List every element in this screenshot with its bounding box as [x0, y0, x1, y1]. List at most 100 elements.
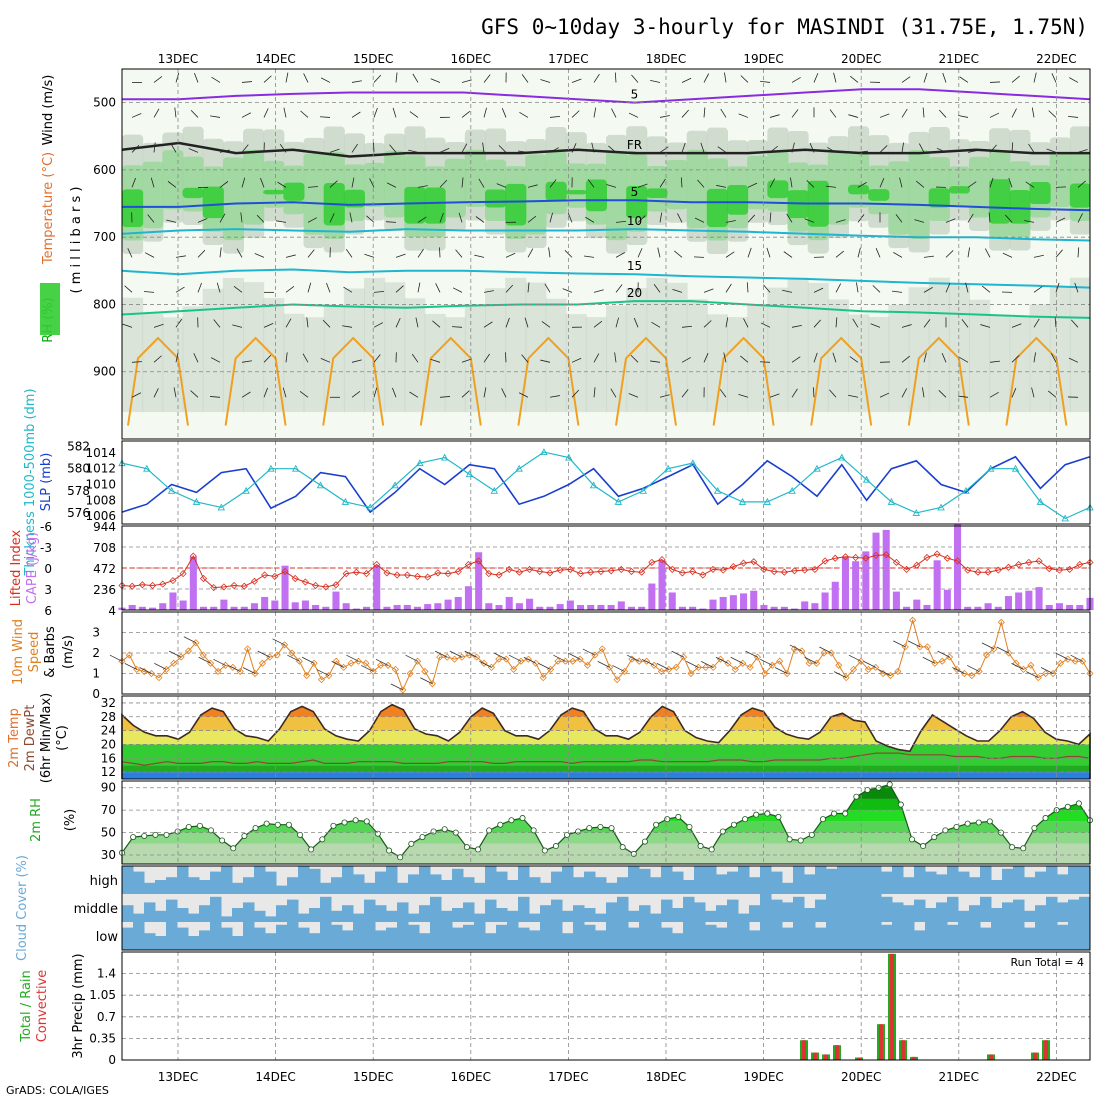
cloud-cell-middle — [782, 902, 794, 922]
wind-speed-point — [332, 657, 340, 665]
cloud-cell-low — [1035, 922, 1047, 950]
wind-barb-10m — [863, 660, 876, 668]
wind-barb-10m — [538, 663, 551, 670]
rh-band — [122, 798, 1090, 811]
cloud-cell-high — [430, 874, 442, 894]
rh-point — [853, 793, 860, 800]
wind-barb — [415, 317, 419, 328]
wind-barb — [872, 285, 881, 293]
wind-barb — [549, 395, 560, 398]
wind-barb — [747, 247, 752, 258]
cape-bar — [954, 524, 962, 610]
lifted-index-point — [933, 550, 941, 558]
precip-legend-convective: Convective — [35, 970, 50, 1043]
cape-bar — [301, 600, 309, 610]
temperature-contour-label: FR — [627, 138, 642, 152]
millibars-axis-title: ( m i l l i b a r s ) — [69, 187, 84, 294]
cloud-cell-high — [441, 880, 453, 894]
slp-tick-label: 1008 — [85, 493, 116, 507]
cloud-cell-low — [672, 933, 684, 950]
wind-barb — [630, 354, 639, 363]
cloud-cell-high — [540, 882, 552, 894]
wind-barb — [681, 109, 689, 118]
wind-barb — [826, 185, 837, 188]
cloud-cell-low — [969, 922, 981, 950]
wind-barb — [659, 394, 670, 398]
cloud-cell-low — [584, 924, 596, 950]
temperature-contour — [122, 88, 1090, 104]
cloud-cell-high — [298, 866, 310, 894]
wind-barb — [989, 81, 1001, 83]
rh-shading-cell — [404, 186, 426, 224]
lifted-index-point — [801, 566, 809, 574]
wind-barb — [659, 212, 663, 223]
cloud-cell-middle — [1002, 902, 1014, 922]
cloud-cover-panel: high middle low Cloud Cover (%) — [15, 855, 1091, 961]
wind-barb — [1055, 186, 1067, 188]
cloud-cell-low — [166, 922, 178, 950]
cloud-cell-low — [232, 936, 244, 950]
cloud-cell-low — [870, 922, 882, 950]
rh-point — [897, 801, 904, 808]
cape-bar — [332, 591, 340, 610]
cape-bar — [454, 596, 462, 610]
temp-axis-label-4: (°C) — [55, 725, 70, 751]
wind-barb — [474, 254, 485, 258]
cloud-cell-low — [793, 922, 805, 950]
wind-barb — [571, 389, 580, 398]
lifted-index-point — [923, 553, 931, 562]
cloud-cell-high — [1002, 868, 1014, 894]
thickness-point — [217, 503, 226, 511]
wind-barb-10m — [745, 650, 758, 658]
wind-barb — [1046, 148, 1057, 153]
wind-barb — [703, 320, 712, 328]
wind-barb — [945, 250, 954, 258]
lifted-index-point — [454, 567, 462, 576]
cloud-cell-middle — [639, 905, 651, 922]
rh-shading-cell — [585, 317, 607, 413]
rh-shading-cell — [908, 149, 930, 239]
wind-barb — [875, 248, 881, 258]
date-label-bottom: 14DEC — [255, 1070, 295, 1084]
wind-barb — [210, 115, 221, 118]
rh-point — [230, 845, 237, 852]
rh-shading-cell — [404, 298, 426, 413]
wind-barb-10m — [1026, 671, 1039, 678]
wind-barb — [210, 396, 221, 398]
wind-barb — [725, 283, 732, 293]
cape-bar — [199, 606, 208, 610]
wind-barb — [1054, 317, 1057, 328]
wind-barb — [385, 221, 397, 223]
thickness-axis-label: Thickness 1000-500mb (dm) — [23, 388, 38, 576]
cloud-cell-high — [991, 880, 1003, 894]
cape-frame — [121, 525, 1091, 611]
wind-barb — [571, 110, 580, 118]
rh-shading-cell — [686, 149, 708, 229]
wind-barb-10m — [553, 654, 566, 662]
cloud-cell-middle — [1057, 902, 1069, 922]
cloud-cell-low — [298, 927, 310, 950]
rh-shading-cell — [787, 277, 809, 413]
lifted-index-point — [138, 581, 146, 589]
wind-barb — [319, 116, 331, 118]
wind-barb — [989, 177, 994, 188]
cloud-cell-middle — [661, 899, 673, 922]
wind-barb — [615, 284, 623, 293]
rh-shading-cell — [1049, 287, 1071, 413]
cloud-cell-low — [738, 922, 750, 950]
wind-barb — [1050, 353, 1057, 363]
lifted-index-point — [1055, 566, 1063, 574]
cloud-cell-low — [331, 924, 343, 950]
temp-tick-label: 12 — [101, 765, 116, 779]
date-label-bottom: 20DEC — [841, 1070, 881, 1084]
cloud-cell-high — [386, 866, 398, 894]
cloud-cell-middle — [430, 896, 442, 922]
wind-barb — [285, 318, 292, 328]
cloud-cell-middle — [342, 905, 354, 922]
wind-barb — [241, 112, 252, 118]
temp-tick-label: 24 — [101, 724, 116, 738]
wind-barb — [806, 180, 815, 188]
cloud-cell-low — [133, 922, 145, 950]
wind-barb — [615, 317, 619, 328]
wind-barb — [1033, 352, 1036, 363]
